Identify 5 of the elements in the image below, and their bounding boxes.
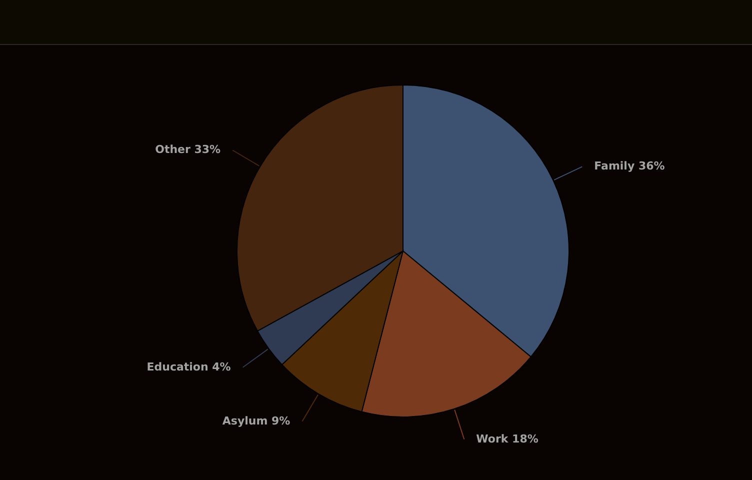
slice-label: Asylum 9% [222,414,290,428]
slice-label: Family 36% [594,160,665,173]
slice-label: Education 4% [146,360,231,374]
slice-label: Work 18% [476,432,538,446]
slice-label: Other 33% [155,143,221,156]
